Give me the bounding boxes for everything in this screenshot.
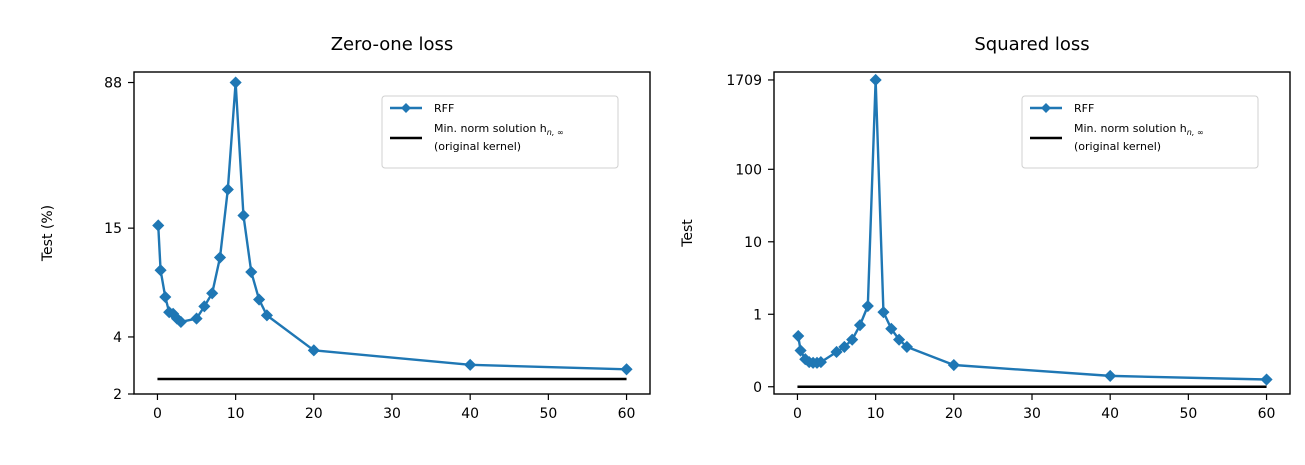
rff-data-point (245, 265, 258, 279)
rff-data-point (221, 183, 234, 196)
rff-data-point (464, 358, 477, 371)
chart-title: Squared loss (974, 34, 1089, 55)
x-tick-label: 10 (867, 406, 885, 422)
legend-min-norm-subscript: n, ∞ (547, 128, 564, 137)
y-tick-label: 0 (753, 380, 762, 396)
y-tick-label: 2 (113, 387, 122, 403)
rff-data-point (814, 356, 827, 369)
rff-data-point (947, 358, 960, 372)
y-tick-label: 88 (104, 76, 122, 92)
rff-data-point (154, 264, 167, 277)
x-tick-label: 20 (305, 406, 323, 422)
legend: RFF Min. norm solution hn, ∞ (original ker… (381, 95, 619, 169)
rff-data-point (206, 287, 219, 300)
rff-data-point (853, 319, 867, 332)
rff-data-point (190, 312, 203, 325)
rff-data-point (1104, 369, 1117, 382)
rff-data-point (830, 345, 843, 359)
rff-data-point (174, 315, 187, 329)
rff-data-point (885, 322, 898, 335)
x-tick-label: 0 (793, 406, 802, 422)
legend-min-norm-label-2: (original kernel) (1074, 140, 1161, 153)
rff-data-point (159, 290, 172, 304)
rff-data-point (260, 309, 273, 322)
rff-data-point (794, 344, 807, 357)
rff-data-point (900, 340, 913, 353)
rff-data-point (792, 329, 805, 343)
rff-data-point (1260, 373, 1273, 386)
rff-data-point (861, 299, 874, 313)
legend-rff-label: RFF (434, 102, 454, 115)
y-tick-label: 1 (753, 307, 762, 323)
y-tick-label: 10 (744, 235, 762, 251)
legend-rff-marker (1041, 103, 1051, 113)
legend: RFF Min. norm solution hn, ∞ (original ker… (1021, 95, 1259, 169)
rff-data-point (893, 333, 906, 346)
rff-data-point (198, 300, 211, 313)
rff-data-point (869, 73, 882, 87)
x-tick-label: 50 (539, 406, 557, 422)
rff-data-point (846, 333, 859, 346)
rff-data-point (620, 363, 633, 376)
y-tick-label: 1709 (726, 73, 762, 89)
x-tick-label: 40 (1101, 406, 1119, 422)
rff-data-point (307, 344, 320, 357)
rff-data-point (229, 76, 242, 89)
rff-data-point (838, 340, 851, 353)
legend-min-norm-label: Min. norm solution hn, ∞ (1074, 122, 1204, 137)
legend-box (1021, 95, 1259, 169)
x-tick-label: 60 (618, 406, 636, 422)
chart-panel-0: Zero-one loss Test (%) 0 10 20 30 40 50 60 2 4 15 88… (40, 34, 651, 422)
x-tick-label: 30 (1023, 406, 1041, 422)
legend-min-norm-label-main: Min. norm solution h (1074, 122, 1187, 135)
x-tick-label: 0 (153, 406, 162, 422)
x-tick-label: 10 (227, 406, 245, 422)
legend-min-norm-label: Min. norm solution hn, ∞ (434, 122, 564, 137)
y-axis-label: Test (%) (40, 205, 56, 262)
rff-data-point (152, 219, 165, 232)
rff-data-point (877, 306, 890, 319)
y-tick-label: 4 (113, 330, 122, 346)
legend-min-norm-subscript: n, ∞ (1187, 128, 1204, 137)
legend-box (381, 95, 619, 169)
y-tick-label: 15 (104, 221, 122, 237)
y-tick-label: 100 (735, 162, 762, 178)
x-tick-label: 60 (1258, 406, 1276, 422)
x-tick-label: 20 (945, 406, 963, 422)
legend-min-norm-label-2: (original kernel) (434, 140, 521, 153)
legend-rff-label: RFF (1074, 102, 1094, 115)
x-tick-label: 30 (383, 406, 401, 422)
y-axis-label: Test (680, 219, 696, 248)
rff-data-point (237, 209, 250, 222)
x-tick-label: 40 (461, 406, 479, 422)
x-tick-label: 50 (1179, 406, 1197, 422)
rff-data-point (253, 293, 266, 306)
chart-title: Zero-one loss (331, 34, 454, 55)
chart-panel-1: Squared loss Test 0 10 20 30 40 50 60 0 1 10 100 1709… (680, 34, 1291, 422)
legend-rff-marker (401, 103, 411, 113)
rff-data-point (213, 251, 227, 264)
legend-min-norm-label-main: Min. norm solution h (434, 122, 547, 135)
